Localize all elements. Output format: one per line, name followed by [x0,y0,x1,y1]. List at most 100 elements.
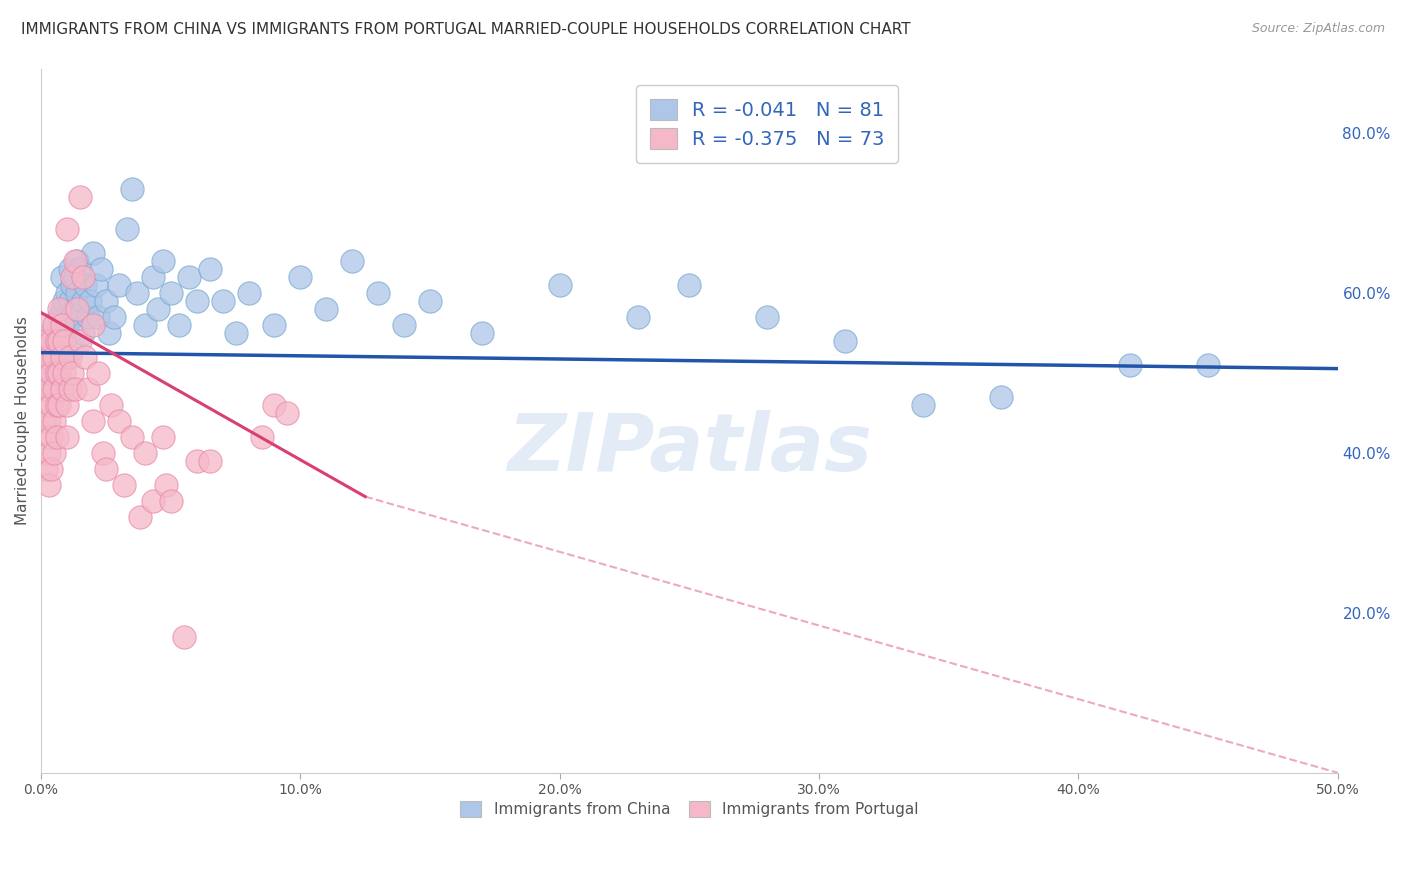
Point [45,366,67,380]
Point [342,253,364,268]
Point [112,477,135,491]
Point [250,429,273,443]
Point [84,277,107,292]
Point [198,261,221,276]
Point [134,318,156,332]
Point [72,269,94,284]
Point [53,326,76,340]
Point [911,398,934,412]
Point [94,461,117,475]
Point [48,310,70,324]
Point [82,245,104,260]
Point [115,221,138,235]
Point [834,334,856,348]
Text: Source: ZipAtlas.com: Source: ZipAtlas.com [1251,22,1385,36]
Point [41,461,63,475]
Point [32,350,55,364]
Point [38,445,60,459]
Point [59,382,82,396]
Point [35,398,58,412]
Point [155,477,177,491]
Point [167,318,190,332]
Point [315,301,337,316]
Point [38,358,60,372]
Point [186,453,208,467]
Point [60,277,83,292]
Point [53,366,76,380]
Point [48,358,70,372]
Point [42,350,65,364]
Point [38,342,60,356]
Point [75,277,97,292]
Point [32,318,55,332]
Point [159,285,181,300]
Point [134,445,156,459]
Point [35,334,58,348]
Point [97,326,120,340]
Point [45,398,67,412]
Point [51,318,73,332]
Text: IMMIGRANTS FROM CHINA VS IMMIGRANTS FROM PORTUGAL MARRIED-COUPLE HOUSEHOLDS CORR: IMMIGRANTS FROM CHINA VS IMMIGRANTS FROM… [21,22,911,37]
Point [471,326,494,340]
Point [32,382,55,396]
Point [63,301,86,316]
Point [41,366,63,380]
Point [53,293,76,308]
Point [263,398,285,412]
Point [63,269,86,284]
Point [79,293,101,308]
Point [56,398,79,412]
Point [392,318,415,332]
Text: ZIPatlas: ZIPatlas [508,409,872,488]
Point [56,429,79,443]
Point [142,493,165,508]
Point [225,326,247,340]
Point [60,310,83,324]
Point [42,318,65,332]
Point [56,350,79,364]
Point [59,350,82,364]
Point [48,398,70,412]
Point [173,630,195,644]
Point [51,334,73,348]
Point [63,253,86,268]
Point [121,429,143,443]
Point [66,253,89,268]
Point [290,269,312,284]
Point [548,277,571,292]
Point [69,261,91,276]
Point [367,285,389,300]
Point [177,269,200,284]
Point [66,301,89,316]
Point [42,445,65,459]
Point [56,318,79,332]
Point [990,390,1012,404]
Point [59,293,82,308]
Point [69,189,91,203]
Point [419,293,441,308]
Point [82,318,104,332]
Point [42,414,65,428]
Point [32,414,55,428]
Point [60,366,83,380]
Point [87,310,110,324]
Point [41,366,63,380]
Point [38,382,60,396]
Point [53,334,76,348]
Point [76,310,98,324]
Point [48,334,70,348]
Point [59,261,82,276]
Point [35,334,58,348]
Point [72,326,94,340]
Point [38,350,60,364]
Point [128,509,150,524]
Point [35,366,58,380]
Point [90,261,112,276]
Point [45,326,67,340]
Point [60,342,83,356]
Point [48,342,70,356]
Point [35,366,58,380]
Point [63,382,86,396]
Point [152,253,174,268]
Point [51,350,73,364]
